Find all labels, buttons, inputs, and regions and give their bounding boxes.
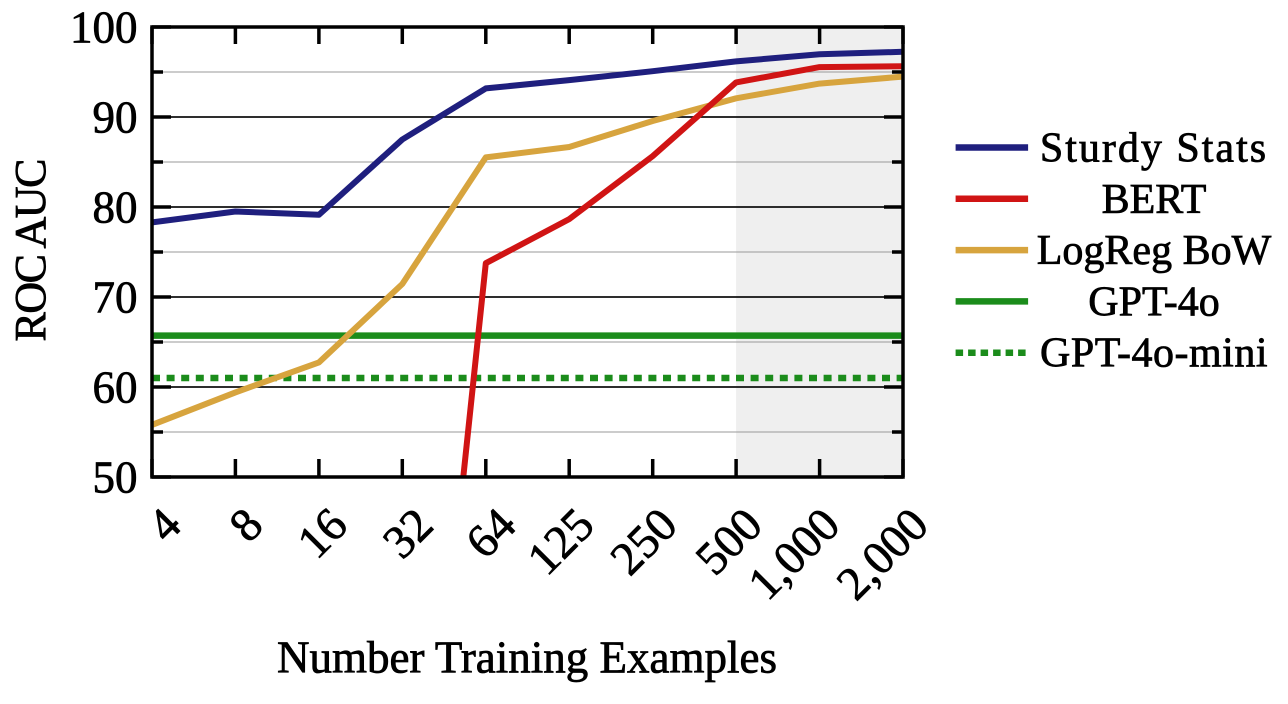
svg-text:GPT-4o-mini: GPT-4o-mini — [1040, 331, 1268, 377]
svg-text:BERT: BERT — [1102, 177, 1207, 223]
svg-text:60: 60 — [93, 362, 138, 412]
svg-text:Sturdy Stats: Sturdy Stats — [1040, 126, 1268, 172]
svg-text:LogReg BoW: LogReg BoW — [1037, 228, 1272, 274]
svg-text:GPT-4o: GPT-4o — [1088, 279, 1219, 325]
svg-text:100: 100 — [70, 2, 138, 52]
svg-text:Number Training Examples: Number Training Examples — [277, 633, 777, 683]
svg-text:ROC AUC: ROC AUC — [6, 160, 55, 341]
svg-text:80: 80 — [93, 182, 138, 232]
svg-text:70: 70 — [93, 272, 138, 322]
svg-text:90: 90 — [93, 92, 138, 142]
svg-text:50: 50 — [93, 452, 138, 502]
